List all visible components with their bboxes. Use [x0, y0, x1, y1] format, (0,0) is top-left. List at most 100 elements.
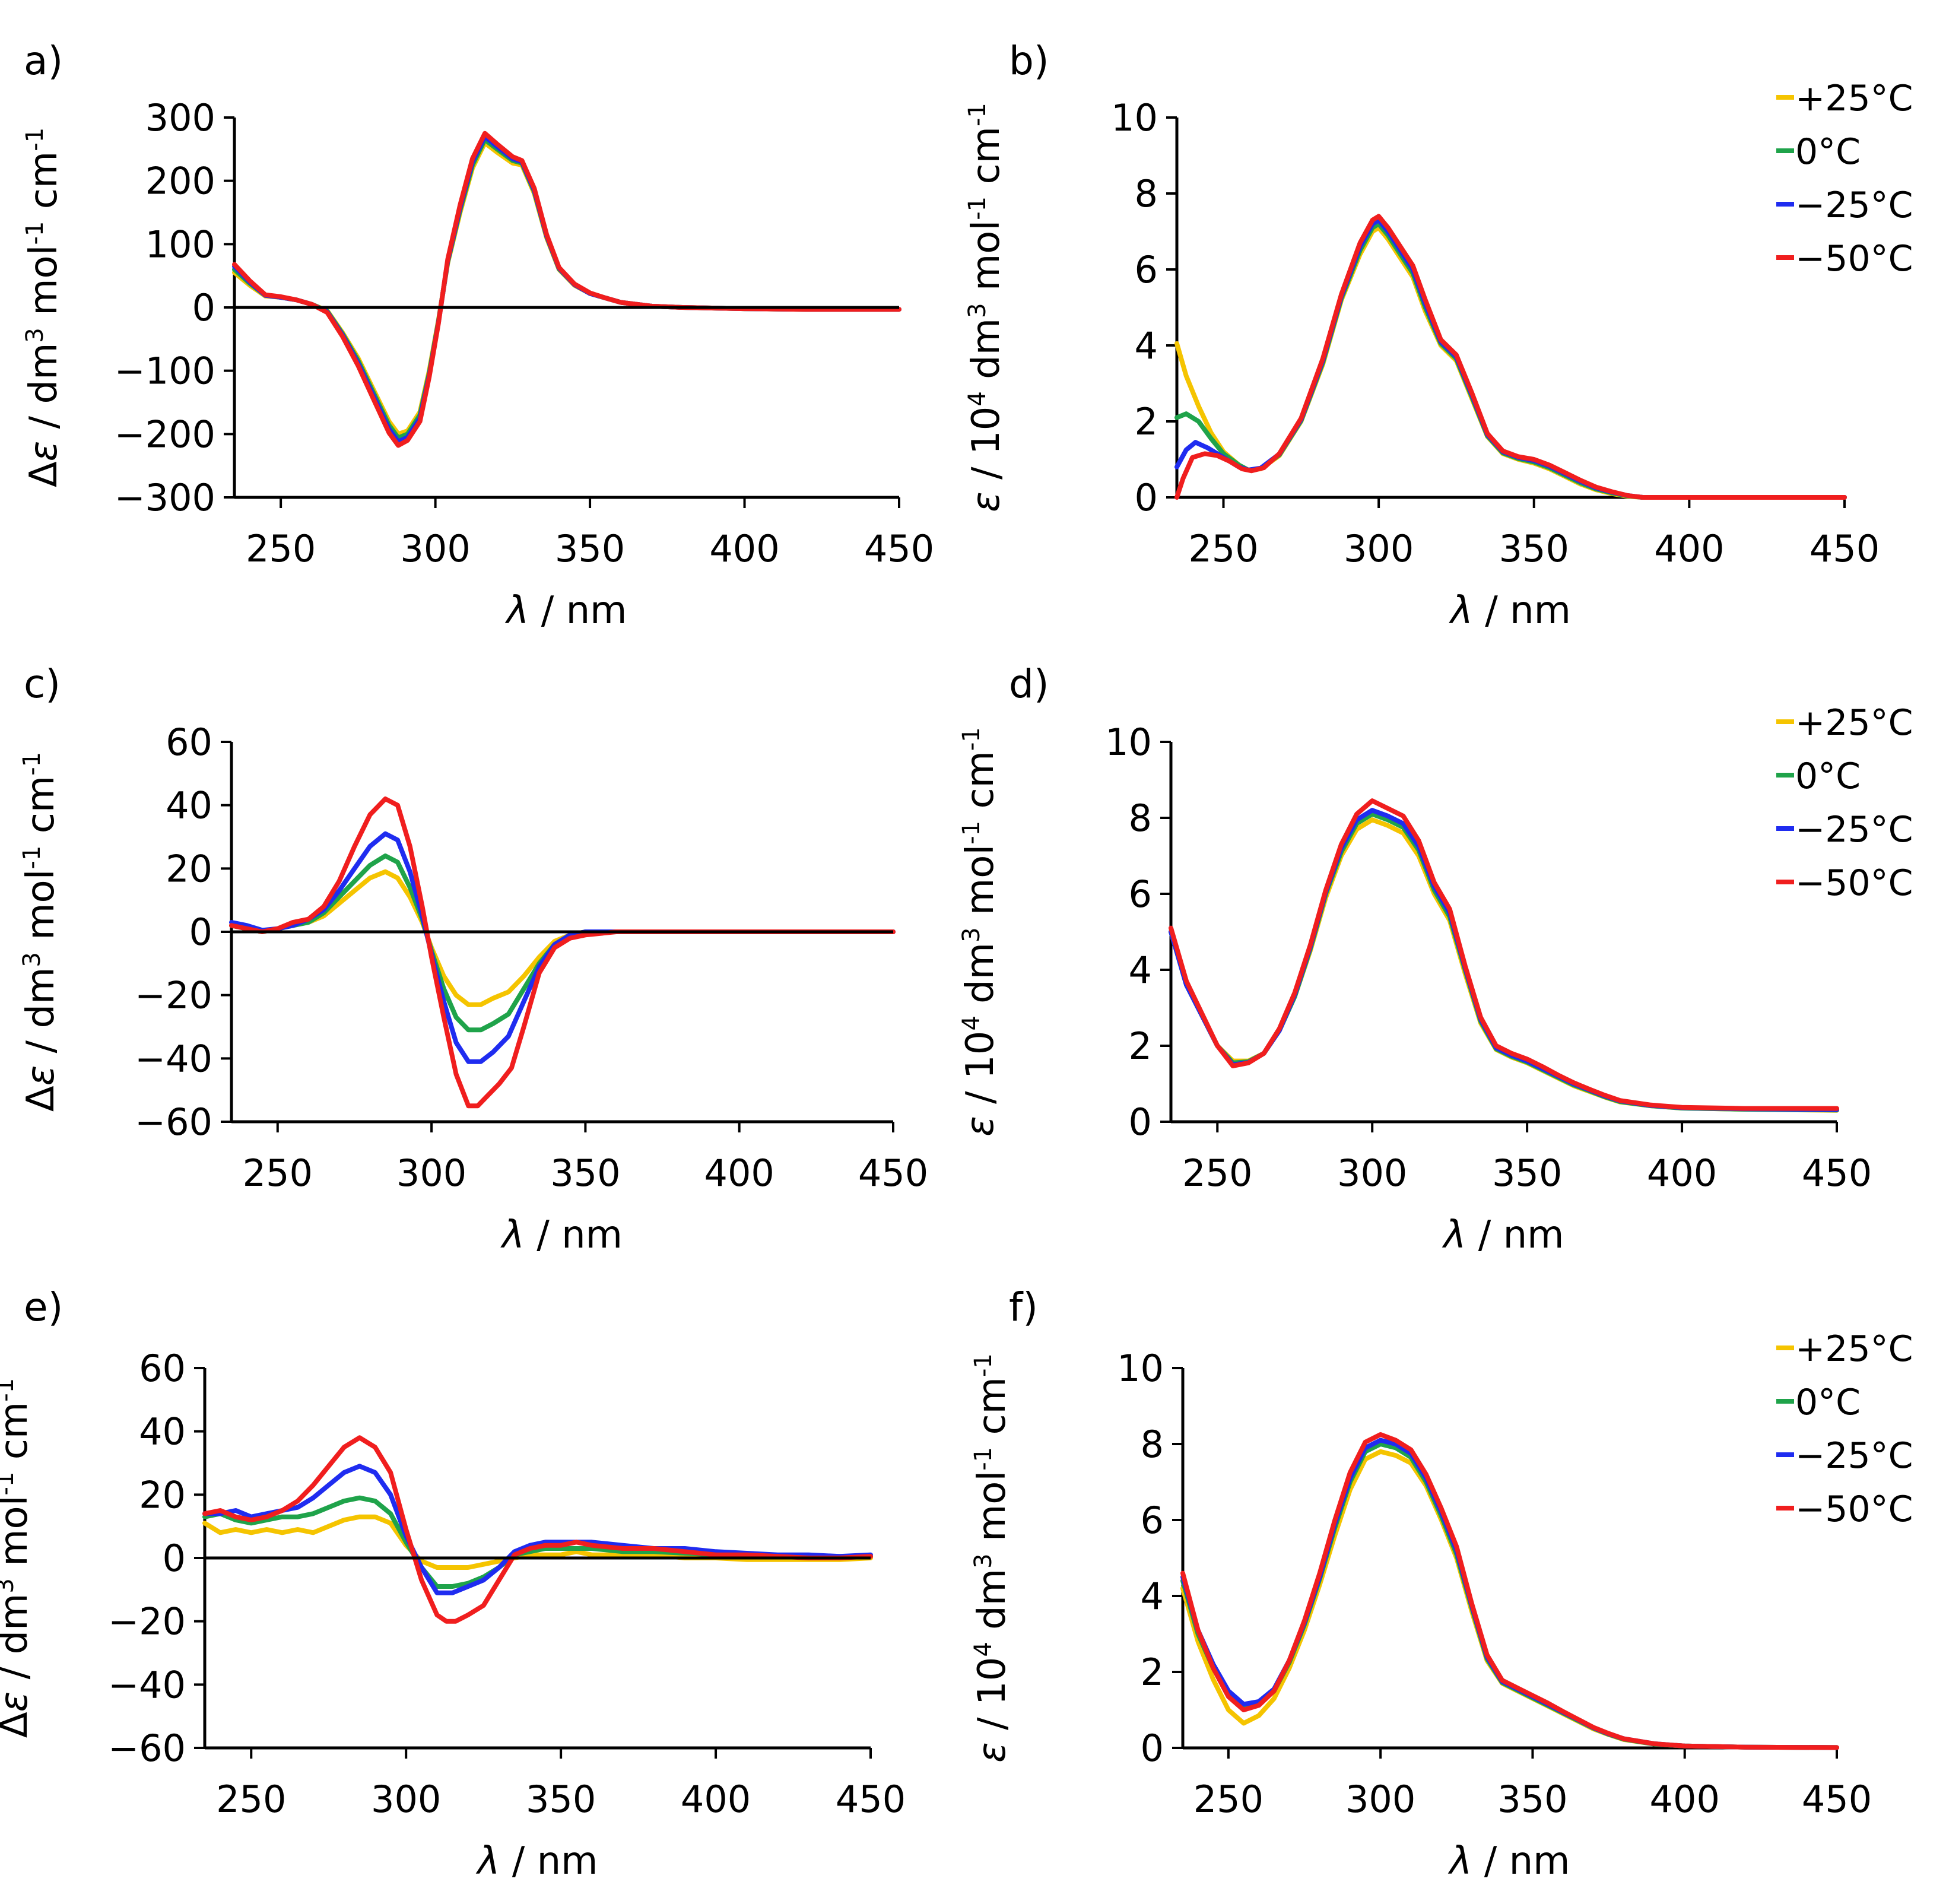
- y-axis-sup: -1: [958, 727, 985, 751]
- y-tick-label: 8: [1129, 796, 1152, 840]
- legend-label: 0°C: [1795, 756, 1861, 797]
- y-tick-label: 6: [1129, 872, 1152, 916]
- series-line-3: [232, 134, 901, 445]
- y-axis-symbol: ε: [964, 491, 1008, 512]
- y-tick-label: 0: [1141, 1727, 1164, 1770]
- series-line-4: [1169, 798, 1839, 1111]
- x-axis-title: λ / nm: [475, 1839, 598, 1883]
- y-axis-unit: dm: [970, 1569, 1014, 1642]
- y-tick-label: −60: [135, 1100, 212, 1144]
- chart-panel-5: e) 60 40 20 0 −20 −40 −60 250 300 350 400 450 λ / nm Δ…: [0, 1284, 906, 1883]
- x-axis-unit: / nm: [1472, 1839, 1570, 1883]
- y-axis-prefix: Δ: [19, 1086, 63, 1112]
- y-axis-unit: dm: [964, 318, 1008, 391]
- y-tick-label: 4: [1135, 324, 1158, 367]
- x-tick-label: 350: [1499, 527, 1569, 570]
- y-axis-unit: cm: [958, 751, 1002, 821]
- y-axis-unit: / 10: [970, 1657, 1014, 1743]
- legend-label: +25°C: [1795, 702, 1913, 744]
- x-tick-label: 450: [864, 527, 934, 570]
- x-tick-label: 250: [246, 527, 316, 570]
- y-tick-label: −200: [115, 412, 215, 456]
- y-tick-label: 6: [1135, 248, 1158, 291]
- x-tick-label: 450: [1802, 1151, 1872, 1195]
- legend-label: +25°C: [1795, 1328, 1913, 1370]
- x-axis-title: λ / nm: [1442, 1213, 1564, 1257]
- series-line-4: [229, 796, 896, 1109]
- legend: +25°C 0°C −25°C −50°C: [1776, 1328, 1913, 1530]
- y-tick-label: 100: [145, 223, 215, 266]
- series-line-3: [229, 831, 896, 1064]
- y-axis-symbol: ε: [19, 1065, 63, 1086]
- y-tick-label: 300: [145, 96, 215, 139]
- legend: +25°C 0°C −25°C −50°C: [1776, 702, 1913, 904]
- y-tick-label: 8: [1135, 172, 1158, 215]
- y-tick-label: 40: [166, 784, 212, 827]
- legend-label: −25°C: [1795, 809, 1913, 851]
- y-axis-sup: -1: [958, 821, 985, 845]
- x-tick-label: 250: [1188, 527, 1258, 570]
- y-axis-sup: 4: [958, 1016, 985, 1030]
- series-line-1: [1169, 817, 1839, 1113]
- y-axis-sup: 3: [21, 328, 49, 342]
- x-tick-label: 400: [1650, 1778, 1720, 1821]
- y-axis-unit: / 10: [964, 407, 1008, 492]
- x-axis-symbol: λ: [475, 1839, 500, 1883]
- x-tick-label: 400: [681, 1778, 751, 1821]
- y-tick-label: −60: [108, 1727, 186, 1770]
- y-axis-sup: -1: [18, 846, 46, 870]
- x-axis-symbol: λ: [500, 1213, 525, 1257]
- y-axis-symbol: ε: [958, 1116, 1002, 1137]
- legend: +25°C 0°C −25°C −50°C: [1776, 78, 1913, 280]
- series-line-3: [1169, 808, 1839, 1112]
- panel-label: f): [1009, 1284, 1038, 1330]
- x-tick-label: 400: [709, 527, 779, 570]
- y-tick-label: 8: [1141, 1423, 1164, 1466]
- series-line-1: [232, 140, 901, 437]
- y-tick-label: −40: [135, 1037, 212, 1080]
- legend-label: −25°C: [1795, 1435, 1913, 1477]
- legend-label: −25°C: [1795, 185, 1913, 226]
- y-tick-label: −20: [108, 1600, 186, 1643]
- y-tick-label: 2: [1129, 1024, 1152, 1068]
- y-axis-sup: -1: [0, 1472, 19, 1496]
- x-tick-label: 350: [550, 1151, 620, 1195]
- y-tick-label: 2: [1141, 1651, 1164, 1694]
- y-tick-label: 10: [1117, 1347, 1164, 1390]
- y-axis-unit: / dm: [22, 343, 66, 441]
- y-tick-label: 0: [192, 286, 215, 329]
- y-axis-unit: mol: [0, 1495, 36, 1578]
- y-tick-label: 20: [166, 847, 212, 890]
- y-tick-label: 0: [1135, 476, 1158, 519]
- y-tick-label: 40: [139, 1410, 186, 1454]
- y-axis-sup: 3: [964, 303, 991, 318]
- y-axis-unit: / dm: [19, 967, 63, 1065]
- legend-label: −50°C: [1795, 238, 1913, 280]
- y-tick-label: −40: [108, 1663, 186, 1706]
- x-tick-label: 300: [1344, 527, 1414, 570]
- x-tick-label: 350: [1497, 1778, 1567, 1821]
- x-tick-label: 300: [1337, 1151, 1407, 1195]
- x-tick-label: 350: [1492, 1151, 1562, 1195]
- y-axis-unit: mol: [19, 869, 63, 952]
- y-axis-title: ε / 104 dm3 mol-1 cm-1: [958, 727, 1002, 1137]
- y-axis-unit: / 10: [958, 1031, 1002, 1116]
- chart-panel-1: a) 300 200 100 0 −100 −200 −300 250 300 350 400 450 λ…: [21, 38, 934, 633]
- y-axis-symbol: ε: [970, 1742, 1014, 1763]
- y-axis-unit: cm: [22, 151, 66, 221]
- y-axis-sup: -1: [964, 196, 991, 220]
- panel-label: b): [1009, 38, 1049, 84]
- y-tick-label: 20: [139, 1473, 186, 1516]
- x-tick-label: 300: [371, 1778, 441, 1821]
- x-tick-label: 250: [1193, 1778, 1264, 1821]
- x-tick-label: 350: [526, 1778, 596, 1821]
- y-axis-symbol: ε: [0, 1692, 36, 1712]
- x-axis-symbol: λ: [504, 589, 529, 633]
- y-axis-sup: 3: [970, 1553, 997, 1568]
- x-axis-unit: / nm: [1473, 589, 1571, 633]
- y-tick-label: 2: [1135, 400, 1158, 443]
- series-line-3: [202, 1464, 873, 1595]
